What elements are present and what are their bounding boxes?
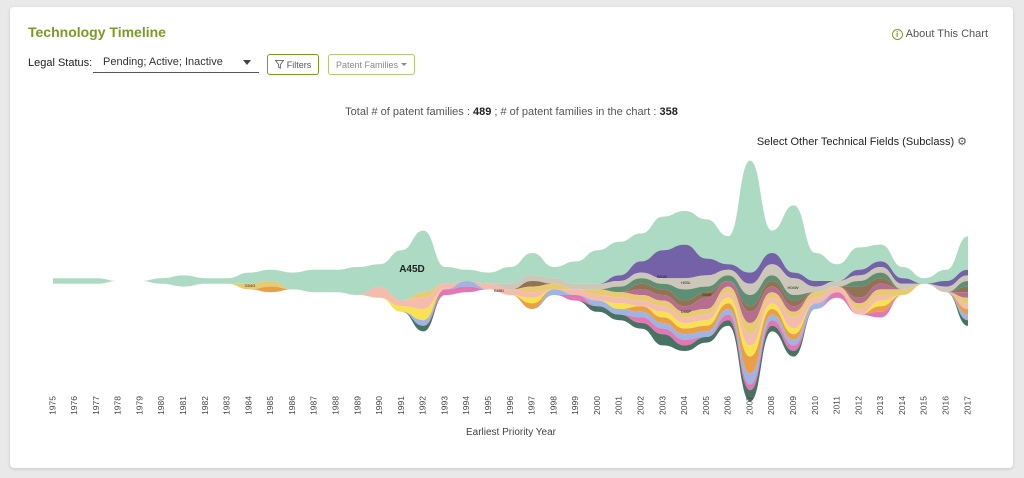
x-tick-label: 2013 — [875, 396, 885, 415]
x-tick-label: 1975 — [47, 396, 57, 415]
stream-label-h04w: H04W — [787, 285, 798, 290]
x-tick-label: 1987 — [309, 396, 319, 415]
x-tick-label: 2005 — [701, 396, 711, 415]
select-subclass-label: Select Other Technical Fields (Subclass) — [756, 135, 955, 148]
stream-label-a45d: A45D — [399, 264, 425, 275]
about-chart-link[interactable]: i About This Chart — [891, 28, 988, 40]
legal-status-value: Pending; Active; Inactive — [103, 56, 223, 68]
legal-status-label: Legal Status: — [28, 57, 93, 69]
x-tick-label: 1981 — [178, 396, 188, 415]
x-tick-label: 2006 — [723, 396, 733, 415]
totals-prefix: Total # of patent families : — [345, 106, 473, 118]
stream-h05l[interactable] — [53, 272, 968, 307]
stream-label-b01b: B01B — [657, 274, 667, 279]
x-tick-label: 2003 — [657, 396, 667, 415]
x-axis-ticks: 1975 1976 1977 1978 1979 1980 1981 1982 1983 1984… — [47, 396, 972, 415]
x-tick-label: 2002 — [635, 396, 645, 415]
stream-label-g06f: G06F — [702, 292, 713, 297]
x-tick-label: 2001 — [614, 396, 624, 415]
legal-status-select[interactable]: Pending; Active; Inactive — [93, 51, 259, 73]
filters-button[interactable]: Filters — [267, 54, 319, 75]
stream-series-10[interactable] — [53, 281, 968, 385]
totals-summary: Total # of patent families : 489 ; # of … — [10, 106, 1013, 118]
x-tick-label: 2000 — [592, 396, 602, 415]
x-tick-label: 1983 — [222, 396, 232, 415]
stream-b65d[interactable] — [53, 281, 968, 346]
stream-b01b[interactable] — [53, 244, 968, 301]
x-tick-label: 1978 — [113, 396, 123, 415]
x-tick-label: 1992 — [418, 396, 428, 415]
x-tick-label: 1990 — [374, 396, 384, 415]
x-tick-label: 1994 — [461, 396, 471, 415]
x-tick-label: 1979 — [134, 396, 144, 415]
x-tick-label: 1985 — [265, 396, 275, 415]
stream-g04g[interactable] — [53, 281, 968, 335]
x-tick-label: 2009 — [788, 396, 798, 415]
x-tick-label: 1977 — [91, 396, 101, 415]
patent-families-label: Patent Families — [335, 59, 399, 70]
x-tick-label: 1984 — [243, 396, 253, 415]
select-subclass-link[interactable]: Select Other Technical Fields (Subclass)… — [756, 135, 967, 149]
x-tick-label: 1980 — [156, 396, 166, 415]
funnel-icon — [274, 60, 284, 69]
stream-label-b65d: B65D — [494, 288, 504, 293]
totals-middle: ; # of patent families in the chart : — [491, 106, 660, 118]
in-chart-families-count: 358 — [659, 106, 678, 118]
x-axis-label: Earliest Priority Year — [466, 427, 557, 438]
x-tick-label: 1991 — [396, 396, 406, 415]
stream-a45d[interactable] — [53, 160, 968, 301]
x-tick-label: 2016 — [940, 396, 950, 415]
x-tick-label: 2007 — [744, 396, 754, 415]
streams-layer — [53, 160, 968, 402]
chevron-down-icon — [243, 60, 251, 65]
total-families-count: 489 — [472, 106, 492, 118]
gear-icon: ⚙ — [957, 136, 967, 148]
x-tick-label: 2008 — [766, 396, 776, 415]
x-tick-label: 2011 — [832, 396, 842, 415]
filters-button-label: Filters — [286, 59, 312, 70]
stream-label-d06p: D06P — [681, 309, 691, 314]
x-tick-label: 2012 — [853, 396, 863, 415]
x-tick-label: 1993 — [439, 396, 449, 415]
x-tick-label: 1997 — [527, 396, 537, 415]
x-tick-label: 1996 — [505, 396, 515, 415]
x-tick-label: 2017 — [962, 396, 972, 415]
stream-h04w[interactable] — [53, 278, 968, 312]
x-tick-label: 1989 — [352, 396, 362, 415]
x-tick-label: 1976 — [69, 396, 79, 415]
x-tick-label: 1998 — [548, 396, 558, 415]
caret-down-icon — [401, 63, 408, 66]
chart-card: Technology Timeline i About This Chart L… — [10, 7, 1013, 468]
stream-labels-layer: A45D G04G B65D B01B H05L G06F D06P H04W — [245, 264, 799, 314]
x-tick-label: 2004 — [679, 396, 689, 415]
x-tick-label: 1995 — [483, 396, 493, 415]
x-tick-label: 2010 — [810, 396, 820, 415]
patent-families-dropdown[interactable]: Patent Families — [328, 54, 415, 75]
info-icon: i — [891, 28, 903, 40]
stream-g06f[interactable] — [53, 264, 968, 301]
x-tick-label: 2014 — [897, 396, 907, 415]
stream-label-g04g: G04G — [245, 283, 256, 288]
x-tick-label: 2015 — [919, 396, 929, 415]
stream-series-11[interactable] — [53, 281, 968, 391]
stream-label-h05l: H05L — [681, 280, 691, 285]
stream-series-9[interactable] — [53, 281, 968, 374]
x-tick-label: 1982 — [200, 396, 210, 415]
x-tick-label: 1999 — [570, 396, 580, 415]
x-tick-label: 1988 — [330, 396, 340, 415]
x-tick-label: 1986 — [287, 396, 297, 415]
page-title: Technology Timeline — [28, 24, 166, 40]
about-chart-label: About This Chart — [905, 28, 988, 40]
